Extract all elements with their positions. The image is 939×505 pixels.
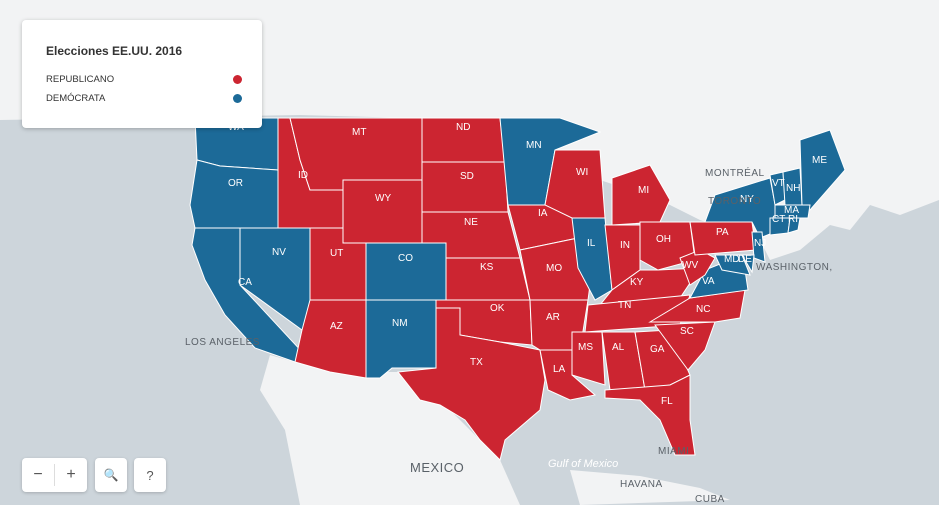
label-DE: DE (738, 254, 752, 265)
city-miami: MIAMI (658, 446, 689, 457)
label-NH: NH (786, 183, 800, 194)
label-VA: VA (702, 276, 715, 287)
label-NC: NC (696, 304, 710, 315)
label-IL: IL (587, 238, 596, 249)
label-CA: CA (238, 277, 252, 288)
city-los-angeles: LOS ANGELES (185, 337, 260, 348)
state-CO[interactable] (365, 242, 447, 301)
help-button[interactable]: ? (146, 467, 154, 483)
label-TX: TX (470, 357, 483, 368)
legend-panel: Elecciones EE.UU. 2016 REPUBLICANO DEMÓC… (22, 20, 262, 128)
state-MD[interactable] (714, 254, 751, 276)
label-mexico: MEXICO (410, 460, 464, 475)
label-TN: TN (618, 300, 631, 311)
state-WY[interactable] (342, 179, 423, 244)
legend-title: Elecciones EE.UU. 2016 (46, 44, 183, 58)
state-DE[interactable] (741, 254, 755, 274)
zoom-out-button[interactable]: − (33, 466, 43, 483)
label-UT: UT (330, 248, 343, 259)
label-MT: MT (352, 127, 366, 138)
label-KS: KS (480, 262, 494, 273)
legend-item-republican: REPUBLICANO (46, 74, 242, 85)
zoom-controls: − + (22, 458, 87, 492)
city-washington: WASHINGTON, (756, 262, 833, 273)
label-OR: OR (228, 178, 243, 189)
search-control: 🔍 (95, 458, 127, 492)
label-CT: CT (772, 214, 785, 225)
state-WI[interactable] (544, 149, 606, 219)
label-NE: NE (464, 217, 478, 228)
state-SC[interactable] (654, 321, 716, 371)
legend-label-democrat: DEMÓCRATA (46, 93, 106, 104)
label-gulf: Gulf of Mexico (548, 458, 618, 470)
label-ID: ID (298, 170, 308, 181)
state-ME[interactable] (799, 129, 846, 211)
city-toronto: TORONTO (708, 196, 761, 207)
state-OR[interactable] (189, 159, 279, 229)
label-SC: SC (680, 326, 694, 337)
label-MN: MN (526, 140, 542, 151)
label-WV: WV (682, 260, 698, 271)
label-ME: ME (812, 155, 827, 166)
label-IN: IN (620, 240, 630, 251)
label-AL: AL (612, 342, 625, 353)
label-MO: MO (546, 263, 562, 274)
label-GA: GA (650, 344, 665, 355)
state-TX[interactable] (397, 307, 546, 461)
legend-dot-democrat (233, 94, 242, 103)
state-MA[interactable] (774, 204, 811, 219)
search-icon[interactable]: 🔍 (103, 468, 119, 482)
state-MI[interactable] (611, 164, 671, 226)
zoom-in-button[interactable]: + (66, 466, 76, 483)
state-FL[interactable] (604, 374, 696, 456)
state-SD[interactable] (421, 161, 509, 213)
label-SD: SD (460, 171, 474, 182)
state-NM[interactable] (365, 299, 437, 379)
label-KY: KY (630, 277, 644, 288)
label-cuba: CUBA (695, 494, 725, 505)
legend-dot-republican (233, 75, 242, 84)
legend-label-republican: REPUBLICANO (46, 74, 115, 85)
city-havana: HAVANA (620, 479, 663, 490)
label-VT: VT (772, 178, 785, 189)
label-MS: MS (578, 342, 593, 353)
label-NJ: NJ (754, 238, 766, 249)
divider (54, 464, 55, 486)
state-IL[interactable] (571, 217, 613, 301)
label-NV: NV (272, 247, 286, 258)
label-NM: NM (392, 318, 408, 329)
label-WI: WI (576, 167, 588, 178)
label-NY: NY (740, 194, 754, 205)
label-PA: PA (716, 227, 729, 238)
label-AZ: AZ (330, 321, 343, 332)
label-IA: IA (538, 208, 548, 219)
label-MI: MI (638, 185, 649, 196)
label-OK: OK (490, 303, 505, 314)
label-ND: ND (456, 122, 470, 133)
state-NJ[interactable] (751, 231, 766, 263)
label-FL: FL (661, 396, 673, 407)
state-MS[interactable] (571, 331, 606, 386)
legend-item-democrat: DEMÓCRATA (46, 93, 242, 104)
label-AR: AR (546, 312, 560, 323)
state-RI[interactable] (787, 217, 801, 234)
city-montreal: MONTRÉAL (705, 166, 765, 179)
label-MD: MD (724, 254, 740, 265)
label-OH: OH (656, 234, 671, 245)
label-CO: CO (398, 253, 413, 264)
label-WY: WY (375, 193, 391, 204)
label-MA: MA (784, 205, 799, 216)
label-RI: RI (788, 214, 798, 225)
help-control: ? (134, 458, 166, 492)
state-NC[interactable] (648, 289, 746, 323)
label-LA: LA (553, 364, 566, 375)
